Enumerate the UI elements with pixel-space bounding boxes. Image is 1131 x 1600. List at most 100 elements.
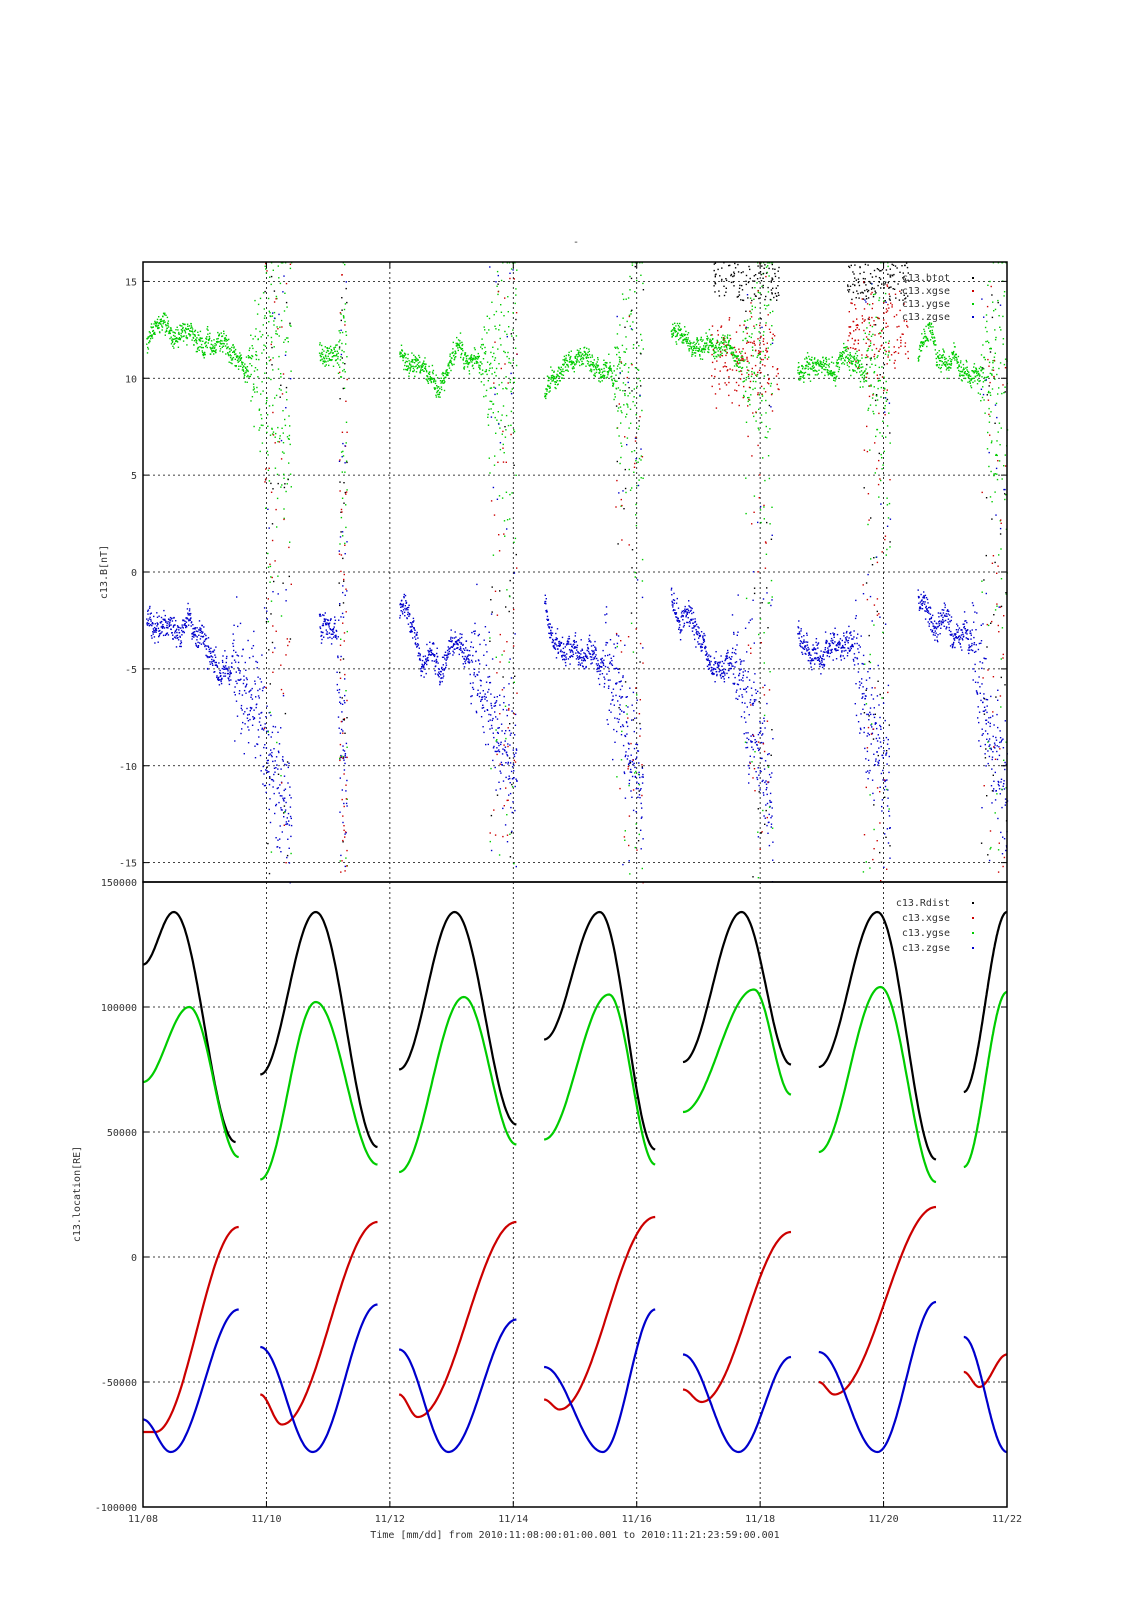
point-zgse xyxy=(746,746,749,749)
point-zgse xyxy=(684,610,687,612)
point-ygse xyxy=(256,354,258,357)
point-zgse xyxy=(289,815,292,818)
point-zgse xyxy=(632,763,634,766)
point-zgse xyxy=(160,616,163,619)
point-zgse xyxy=(584,655,587,657)
point-zgse xyxy=(488,713,490,716)
point-ygse xyxy=(713,355,715,358)
point-burst xyxy=(339,644,342,646)
point-zgse xyxy=(161,631,163,633)
point-zgse xyxy=(211,651,213,653)
point-zgse xyxy=(330,618,332,620)
point-zgse xyxy=(574,646,576,648)
point-ygse xyxy=(345,460,348,462)
point-burst xyxy=(289,378,292,380)
point-zgse xyxy=(768,821,770,823)
point-ygse xyxy=(424,365,427,368)
point-ygse xyxy=(812,361,814,364)
point-ygse xyxy=(734,360,737,362)
point-zgse xyxy=(220,675,222,677)
point-ygse xyxy=(553,377,556,380)
point-ygse xyxy=(190,330,193,333)
point-ygse xyxy=(194,329,197,332)
point-ygse xyxy=(149,338,152,340)
point-zgse xyxy=(403,593,405,596)
point-ygse xyxy=(599,371,601,373)
point-zgse xyxy=(192,624,194,626)
point-zgse xyxy=(207,668,209,670)
point-burst xyxy=(758,791,760,793)
point-ygse xyxy=(340,356,342,358)
point-zgse xyxy=(262,765,264,768)
point-ygse xyxy=(709,338,711,341)
point-ygse xyxy=(271,315,274,317)
point-burst xyxy=(338,346,341,348)
point-zgse xyxy=(809,660,811,662)
point-zgse xyxy=(257,676,259,678)
point-zgse xyxy=(275,837,277,839)
point-ygse xyxy=(290,325,292,327)
point-zgse xyxy=(147,619,149,622)
point-zgse xyxy=(247,742,250,744)
point-zgse xyxy=(640,788,642,790)
point-ygse xyxy=(705,345,707,347)
point-burst xyxy=(270,491,273,493)
point-ygse xyxy=(289,425,291,427)
point-ygse xyxy=(463,362,465,365)
point-zgse xyxy=(732,647,734,650)
point-burst xyxy=(339,312,342,314)
point-burst xyxy=(344,732,346,734)
point-burst xyxy=(343,640,345,642)
point-burst xyxy=(638,784,641,786)
point-burst xyxy=(270,851,273,853)
point-ygse xyxy=(283,452,285,454)
point-ygse xyxy=(549,382,552,385)
point-zgse xyxy=(461,636,463,639)
point-zgse xyxy=(803,635,805,637)
point-ygse xyxy=(233,350,235,353)
point-ygse xyxy=(702,339,704,341)
point-zgse xyxy=(149,605,151,608)
point-ygse xyxy=(492,412,494,414)
point-zgse xyxy=(239,679,241,681)
point-zgse xyxy=(598,665,600,667)
point-ygse xyxy=(458,343,460,345)
point-ygse xyxy=(280,376,282,378)
point-ygse xyxy=(201,346,203,349)
point-ygse xyxy=(188,333,190,336)
point-burst xyxy=(749,387,751,389)
point-zgse xyxy=(582,657,584,659)
point-burst xyxy=(339,777,341,779)
point-zgse xyxy=(765,783,768,785)
point-ygse xyxy=(279,437,281,440)
point-zgse xyxy=(454,648,456,650)
point-zgse xyxy=(226,655,228,658)
point-ygse xyxy=(334,350,336,352)
point-zgse xyxy=(286,856,288,859)
point-burst xyxy=(513,572,516,574)
point-ygse xyxy=(424,357,426,359)
point-zgse xyxy=(160,626,162,628)
point-ygse xyxy=(162,315,164,318)
point-burst xyxy=(276,526,278,528)
point-zgse xyxy=(550,629,552,632)
point-ygse xyxy=(451,352,454,354)
point-zgse xyxy=(238,690,241,692)
point-ygse xyxy=(674,327,676,330)
point-ygse xyxy=(622,390,624,392)
point-zgse xyxy=(409,631,411,633)
point-zgse xyxy=(332,633,334,635)
point-ygse xyxy=(335,344,337,346)
point-burst xyxy=(638,833,640,836)
point-burst xyxy=(267,620,270,623)
point-ygse xyxy=(605,377,607,379)
point-ygse xyxy=(457,339,460,341)
point-ygse xyxy=(750,312,752,314)
point-ygse xyxy=(591,356,594,358)
point-ygse xyxy=(688,342,690,344)
point-ygse xyxy=(504,436,507,438)
point-burst xyxy=(341,697,343,699)
point-burst xyxy=(641,456,644,458)
point-zgse xyxy=(513,777,515,779)
point-ygse xyxy=(405,357,407,359)
